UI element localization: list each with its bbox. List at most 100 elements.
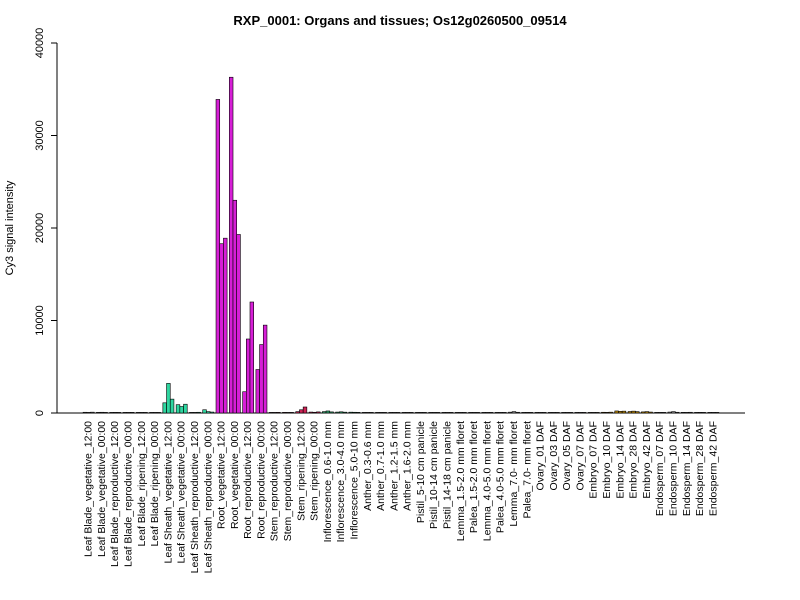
- y-tick-label: 40000: [34, 28, 46, 59]
- x-tick-label: Anther_1.6-2.0 mm: [402, 421, 414, 511]
- x-tick-label: Stem_ripening_00:00: [309, 421, 321, 521]
- bar: [671, 411, 676, 414]
- x-tick-label: Leaf Sheath_reproductive_00:00: [202, 421, 214, 574]
- x-tick-label: Lemma_4.0-5.0 mm floret: [481, 421, 493, 541]
- x-tick-label: Lemma_7.0- mm floret: [508, 421, 520, 527]
- bar: [494, 412, 500, 414]
- bar: [595, 412, 600, 414]
- bar: [468, 412, 473, 414]
- bar: [282, 412, 287, 414]
- bar: [183, 403, 188, 414]
- bar: [684, 412, 689, 414]
- bar: [618, 411, 623, 414]
- bar: [422, 412, 427, 414]
- bar: [418, 412, 424, 414]
- bar: [130, 412, 135, 414]
- bar: [179, 406, 184, 414]
- bar: [382, 412, 387, 414]
- bar: [116, 412, 122, 414]
- bar: [578, 412, 583, 414]
- bar: [481, 412, 486, 414]
- bar: [113, 412, 118, 414]
- bar: [285, 412, 291, 414]
- bar: [246, 338, 251, 414]
- x-tick-label: Embryo_10 DAF: [601, 421, 613, 499]
- bar: [329, 411, 334, 414]
- x-tick-label: Ovary_07 DAF: [574, 421, 586, 490]
- x-tick-label: Leaf Blade_reproductive_00:00: [123, 421, 135, 567]
- bar: [471, 412, 477, 414]
- bar: [272, 412, 277, 414]
- bar: [475, 412, 480, 414]
- bar: [568, 412, 573, 414]
- x-tick-label: Inflorescence_0.6-1.0 mm: [322, 421, 334, 543]
- bar: [166, 383, 171, 414]
- bar: [401, 412, 407, 414]
- bar: [688, 411, 693, 414]
- x-tick-label: Leaf Sheath_vegetative_12:00: [162, 421, 174, 564]
- x-tick-label: Embryo_07 DAF: [588, 421, 600, 499]
- x-tick-label: Pistil_14-18 cm panicle: [442, 421, 454, 529]
- bar: [498, 412, 503, 414]
- bar: [409, 412, 414, 414]
- x-tick-label: Palea_7.0- mm floret: [521, 421, 533, 519]
- y-axis: 0 10000 20000 30000 40000: [34, 28, 58, 416]
- x-tick-label: Root_reproductive_00:00: [255, 421, 267, 539]
- bar: [449, 412, 454, 414]
- bar: [103, 412, 108, 414]
- bar: [259, 344, 264, 414]
- bar: [707, 412, 712, 414]
- bar: [454, 412, 460, 414]
- bar: [302, 406, 308, 414]
- bar: [711, 412, 716, 414]
- bar: [322, 411, 327, 414]
- bar: [587, 412, 593, 414]
- bar: [169, 398, 175, 414]
- x-tick-label: Anther_0.3-0.6 mm: [362, 421, 374, 511]
- bar: [202, 409, 207, 414]
- bar: [405, 412, 410, 414]
- bar: [139, 412, 144, 414]
- bar: [515, 411, 520, 414]
- x-tick-label: Embryo_28 DAF: [628, 421, 640, 499]
- bar: [86, 412, 91, 414]
- x-tick-label: Palea_1.5-2.0 mm floret: [468, 421, 480, 533]
- y-tick-label: 20000: [34, 213, 46, 244]
- bar: [428, 412, 433, 414]
- bar: [511, 411, 517, 414]
- y-tick-label: 10000: [34, 305, 46, 336]
- bar: [215, 99, 221, 414]
- bar: [528, 412, 534, 414]
- bar: [534, 412, 540, 414]
- y-tick-label: 30000: [34, 120, 46, 151]
- bar: [122, 412, 127, 414]
- x-tick-label: Stem_reproductive_00:00: [282, 421, 294, 541]
- bar: [392, 412, 397, 414]
- x-tick-label: Embryo_14 DAF: [614, 421, 626, 499]
- bar: [435, 412, 441, 414]
- bar: [441, 412, 446, 414]
- bar: [591, 412, 596, 414]
- bar: [268, 412, 274, 414]
- bar: [209, 411, 215, 414]
- bar: [608, 411, 613, 414]
- x-tick-label: Embryo_42 DAF: [641, 421, 653, 499]
- bar: [395, 412, 401, 414]
- bar: [631, 410, 636, 414]
- x-tick-label: Leaf Blade_vegetative_12:00: [83, 421, 95, 557]
- bar: [488, 412, 494, 414]
- bar: [485, 412, 490, 414]
- bar: [701, 412, 706, 414]
- bar: [555, 412, 560, 414]
- bar: [432, 412, 437, 414]
- bar: [143, 412, 148, 414]
- bar: [644, 411, 650, 414]
- bar: [415, 412, 420, 414]
- bar: [339, 411, 344, 414]
- x-tick-label: Endosperm_10 DAF: [667, 421, 679, 516]
- bar: [312, 411, 317, 414]
- x-tick-label: Ovary_05 DAF: [561, 421, 573, 490]
- x-tick-label: Root_reproductive_12:00: [242, 421, 254, 539]
- bar: [604, 412, 610, 414]
- x-tick-label: Lemma_1.5-2.0 mm floret: [455, 421, 467, 541]
